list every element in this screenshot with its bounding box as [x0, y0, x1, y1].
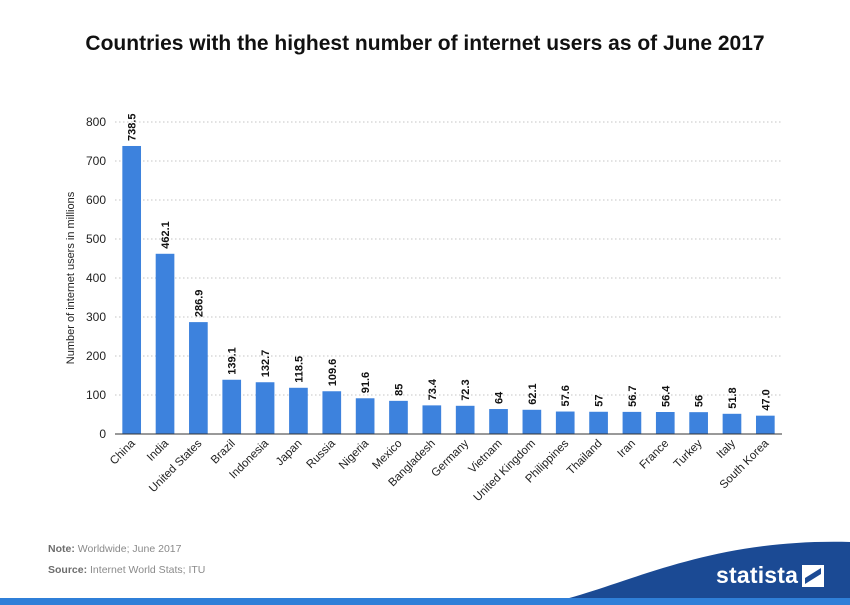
bar [122, 145, 142, 435]
x-tick-label: Nigeria [337, 437, 372, 472]
bar [555, 411, 575, 434]
bar [489, 409, 508, 434]
value-labels: 738.5 462.1 286.9 139.1 132.7 118.5 109.6 91.6 8… [127, 113, 773, 410]
bar [522, 409, 542, 434]
y-axis-label: Number of internet users in millions [65, 191, 77, 364]
value-label: 56 [694, 395, 706, 407]
statista-icon [802, 564, 825, 587]
y-tick-label: 600 [86, 193, 106, 207]
chart-title: Countries with the highest number of int… [85, 32, 765, 55]
bar [355, 398, 375, 434]
x-tick-label: India [145, 437, 172, 464]
y-tick-label: 300 [86, 310, 106, 324]
x-tick-label: Japan [274, 438, 305, 469]
value-label: 57 [594, 395, 606, 407]
value-label: 85 [393, 384, 405, 396]
x-tick-label: Turkey [672, 437, 705, 470]
value-label: 62.1 [527, 383, 539, 404]
y-tick-label: 200 [86, 349, 106, 363]
bars [122, 145, 775, 435]
grid-lines [115, 121, 782, 396]
source-line: Source: Internet World Stats; ITU [48, 564, 205, 576]
bar [222, 379, 242, 434]
y-tick-label: 800 [86, 115, 106, 129]
value-label: 286.9 [193, 290, 205, 318]
value-label: 139.1 [227, 347, 239, 375]
statista-logo[interactable]: statista [716, 562, 825, 589]
bar [289, 387, 308, 434]
bar [689, 412, 708, 434]
bar [422, 405, 442, 434]
x-tick-label: Germany [429, 437, 471, 479]
bar [255, 382, 275, 434]
bar [722, 413, 742, 434]
y-tick-label: 500 [86, 232, 106, 246]
x-tick-label: China [108, 437, 138, 467]
brand-swoosh [0, 541, 850, 605]
source-label: Source: [48, 564, 88, 576]
value-label: 132.7 [260, 350, 272, 378]
value-label: 462.1 [160, 221, 172, 249]
value-label: 738.5 [127, 113, 139, 141]
y-tick-label: 0 [99, 427, 106, 441]
statista-wordmark: statista [716, 562, 799, 588]
bar-chart: 0 100 200 300 400 500 600 700 800 738.5 462.1 286.… [65, 113, 782, 504]
note-text: Worldwide; June 2017 [77, 543, 182, 555]
value-label: 118.5 [293, 356, 305, 383]
value-label: 72.3 [460, 379, 472, 400]
x-tick-label: Iran [616, 438, 639, 461]
value-label: 109.6 [327, 359, 339, 387]
bar [755, 415, 775, 434]
bar [155, 253, 175, 434]
x-tick-label: Italy [715, 437, 739, 461]
x-tick-label: Brazil [209, 438, 238, 467]
value-label: 56.7 [627, 385, 639, 406]
y-tick-label: 700 [86, 154, 106, 168]
brand-footer: statista [0, 540, 850, 605]
value-label: 57.6 [560, 385, 572, 406]
value-label: 51.8 [727, 387, 739, 408]
value-label: 47.0 [760, 389, 772, 410]
bar [189, 322, 208, 434]
value-label: 91.6 [360, 372, 372, 393]
value-label: 56.4 [660, 385, 672, 407]
bar [622, 411, 642, 434]
bar [589, 411, 608, 434]
y-axis-ticks: 0 100 200 300 400 500 600 700 800 [86, 115, 106, 441]
bar [455, 405, 475, 434]
value-label: 73.4 [427, 378, 439, 400]
bar [322, 391, 342, 434]
note-line: Note: Worldwide; June 2017 [48, 543, 181, 555]
bar [389, 400, 408, 434]
x-tick-label: France [638, 438, 672, 472]
x-tick-label: United Kingdom [472, 438, 538, 504]
note-label: Note: [48, 543, 75, 555]
source-text: Internet World Stats; ITU [90, 564, 206, 576]
x-tick-label: Russia [305, 437, 339, 471]
y-tick-label: 400 [86, 271, 106, 285]
y-tick-label: 100 [86, 388, 106, 402]
value-label: 64 [494, 391, 506, 404]
bar [655, 412, 675, 434]
x-tick-label: Thailand [565, 438, 605, 478]
